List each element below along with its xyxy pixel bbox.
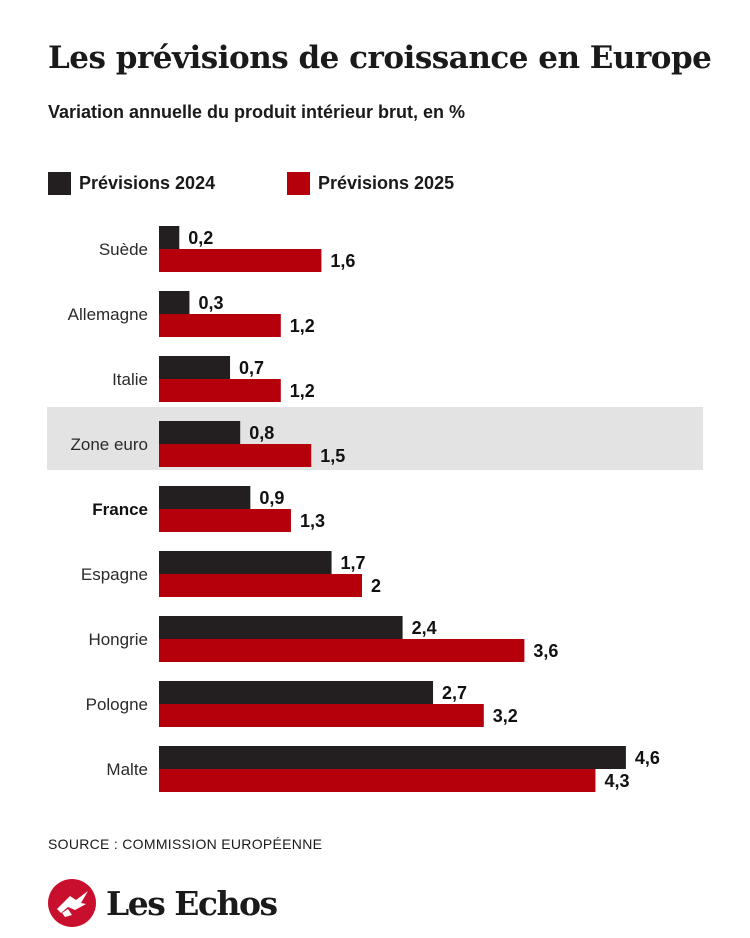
category-label-italie: Italie	[112, 370, 148, 389]
value-label-2024-italie: 0,7	[239, 358, 264, 378]
bar-2025-zone-euro	[159, 444, 312, 467]
logo-text: Les Echos	[106, 883, 278, 923]
value-label-2025-pologne: 3,2	[493, 706, 518, 726]
category-label-hongrie: Hongrie	[88, 630, 148, 649]
value-label-2024-pologne: 2,7	[442, 683, 467, 703]
category-label-espagne: Espagne	[81, 565, 148, 584]
category-label-malte: Malte	[106, 760, 148, 779]
category-label-pologne: Pologne	[86, 695, 148, 714]
value-label-2024-france: 0,9	[259, 488, 284, 508]
bar-2024-italie	[159, 356, 231, 379]
bar-2024-espagne	[159, 551, 332, 574]
bar-2024-zone-euro	[159, 421, 241, 444]
bar-2024-pologne	[159, 681, 434, 704]
chart-title: Les prévisions de croissance en Europe	[48, 40, 712, 76]
value-label-2025-espagne: 2	[371, 576, 381, 596]
value-label-2024-allemagne: 0,3	[198, 293, 223, 313]
bar-2024-hongrie	[159, 616, 403, 639]
bar-2025-allemagne	[159, 314, 281, 337]
category-label-allemagne: Allemagne	[68, 305, 148, 324]
value-label-2024-suede: 0,2	[188, 228, 213, 248]
bar-2025-hongrie	[159, 639, 525, 662]
legend-item-2025: Prévisions 2025	[287, 170, 454, 196]
bar-2024-suede	[159, 226, 180, 249]
legend-swatch-2024	[48, 171, 71, 195]
value-label-2024-zone-euro: 0,8	[249, 423, 274, 443]
value-label-2024-hongrie: 2,4	[412, 618, 437, 638]
value-label-2025-hongrie: 3,6	[533, 641, 558, 661]
value-label-2025-italie: 1,2	[290, 381, 315, 401]
legend-label-2025: Prévisions 2025	[318, 172, 455, 193]
bar-2025-italie	[159, 379, 281, 402]
legend-item-2024: Prévisions 2024	[48, 170, 215, 196]
bar-2024-malte	[159, 746, 626, 769]
legend-swatch-2025	[287, 171, 310, 195]
bar-2025-france	[159, 509, 291, 532]
source-note: SOURCE : COMMISSION EUROPÉENNE	[48, 836, 323, 852]
echos-bird-icon	[48, 879, 96, 927]
value-label-2025-allemagne: 1,2	[290, 316, 315, 336]
value-label-2025-malte: 4,3	[604, 771, 629, 791]
value-label-2025-suede: 1,6	[330, 251, 355, 271]
bar-2025-pologne	[159, 704, 484, 727]
brand-logo: Les Echos	[48, 878, 278, 928]
value-label-2025-zone-euro: 1,5	[320, 446, 345, 466]
value-label-2024-espagne: 1,7	[341, 553, 366, 573]
value-label-2024-malte: 4,6	[635, 748, 660, 768]
bar-2025-espagne	[159, 574, 362, 597]
bar-2025-suede	[159, 249, 322, 272]
value-label-2025-france: 1,3	[300, 511, 325, 531]
bar-2024-allemagne	[159, 291, 190, 314]
category-label-france: France	[92, 500, 148, 519]
highlight-band-zone-euro	[47, 407, 703, 470]
bar-2025-malte	[159, 769, 596, 792]
legend-label-2024: Prévisions 2024	[79, 172, 216, 193]
bar-2024-france	[159, 486, 251, 509]
category-label-suede: Suède	[99, 240, 148, 259]
category-label-zone-euro: Zone euro	[71, 435, 149, 454]
chart-subtitle: Variation annuelle du produit intérieur …	[48, 102, 466, 122]
